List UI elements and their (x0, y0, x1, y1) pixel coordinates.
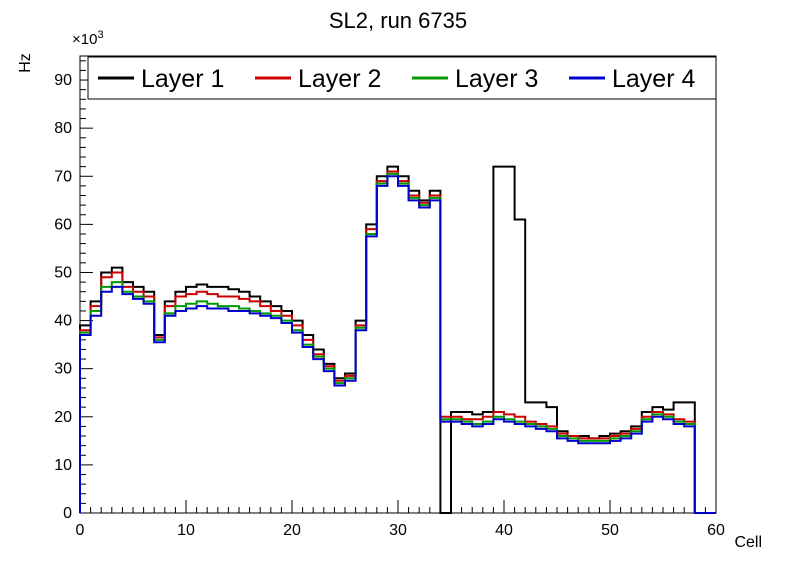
y-tick-label: 10 (54, 457, 72, 474)
histogram-series-layer-1 (79, 165, 716, 514)
legend-label: Layer 2 (298, 65, 381, 93)
x-tick-label: 30 (389, 522, 407, 539)
y-axis-exponent: ×103 (72, 29, 104, 48)
y-tick-label: 20 (54, 409, 72, 426)
x-tick-label: 60 (707, 522, 725, 539)
y-exponent-power: 3 (97, 29, 104, 41)
histogram-series-layer-3 (79, 172, 716, 514)
y-tick-label: 50 (54, 264, 72, 281)
y-tick-label: 40 (54, 313, 72, 330)
y-tick-label: 90 (54, 72, 72, 89)
x-tick-label: 40 (495, 522, 513, 539)
y-tick-label: 30 (54, 361, 72, 378)
y-exponent-base: ×10 (72, 31, 98, 48)
x-tick-label: 0 (76, 522, 85, 539)
x-tick-label: 10 (177, 522, 195, 539)
chart-title: SL2, run 6735 (328, 8, 468, 33)
legend-box (87, 56, 717, 100)
legend-label: Layer 3 (455, 65, 538, 93)
y-tick-label: 60 (54, 216, 72, 233)
y-tick-label: 70 (54, 168, 72, 185)
x-axis-label: Cell (734, 534, 762, 551)
histogram-series-layer-2 (79, 170, 716, 514)
legend-label: Layer 4 (612, 65, 695, 93)
y-tick-label: 80 (54, 120, 72, 137)
x-tick-label: 20 (283, 522, 301, 539)
plot-frame (79, 55, 717, 514)
x-tick-label: 50 (601, 522, 619, 539)
y-tick-label: 0 (63, 505, 72, 522)
legend-label: Layer 1 (141, 65, 224, 93)
histogram-series-layer-4 (79, 175, 716, 514)
